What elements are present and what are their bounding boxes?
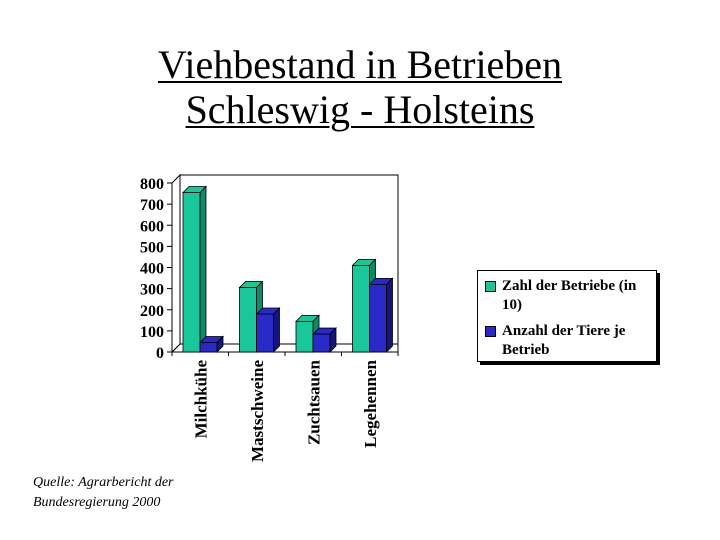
y-tick-label: 400 [140, 261, 164, 278]
title-line-2: Schleswig - Holsteins [185, 87, 535, 132]
bar-2 [256, 313, 274, 353]
x-tick-label: Milchkühe [191, 360, 210, 439]
y-tick-label: 800 [140, 176, 164, 193]
bar-1 [352, 264, 370, 353]
y-tick-label: 700 [140, 197, 164, 214]
legend-label-series-1: Zahl der Betriebe (in 10) [502, 278, 637, 313]
bar-side [273, 307, 280, 353]
legend: Zahl der Betriebe (in 10) Anzahl der Tie… [477, 270, 657, 362]
bar-side [386, 277, 393, 353]
bar-1 [182, 192, 201, 353]
plot-side-wall [171, 173, 181, 354]
bar-2 [312, 333, 331, 353]
source-note: Quelle: Agrarbericht der Bundesregierung… [33, 475, 174, 510]
y-tick-label: 500 [140, 239, 164, 256]
bar-2 [199, 342, 218, 353]
chart-title: Viehbestand in Betrieben Schleswig - Hol… [0, 42, 720, 132]
bar-side [199, 185, 207, 353]
bar-1 [239, 287, 257, 353]
bar-2 [369, 283, 387, 353]
bar-1 [295, 320, 314, 353]
x-tick-label: Legehennen [361, 359, 380, 447]
y-tick-label: 100 [140, 324, 164, 341]
y-tick-label: 200 [140, 303, 164, 320]
y-tick-label: 600 [140, 218, 164, 235]
legend-label-series-2: Anzahl der Tiere je Betrieb [502, 323, 626, 358]
x-tick-label: Mastschweine [248, 360, 267, 462]
legend-swatch-series-1 [485, 281, 496, 292]
y-tick-label: 0 [156, 345, 164, 362]
title-line-1: Viehbestand in Betrieben [157, 42, 563, 87]
x-tick-label: Zuchtsauen [304, 359, 323, 445]
y-tick-label: 300 [140, 282, 164, 299]
legend-swatch-series-2 [485, 326, 496, 337]
